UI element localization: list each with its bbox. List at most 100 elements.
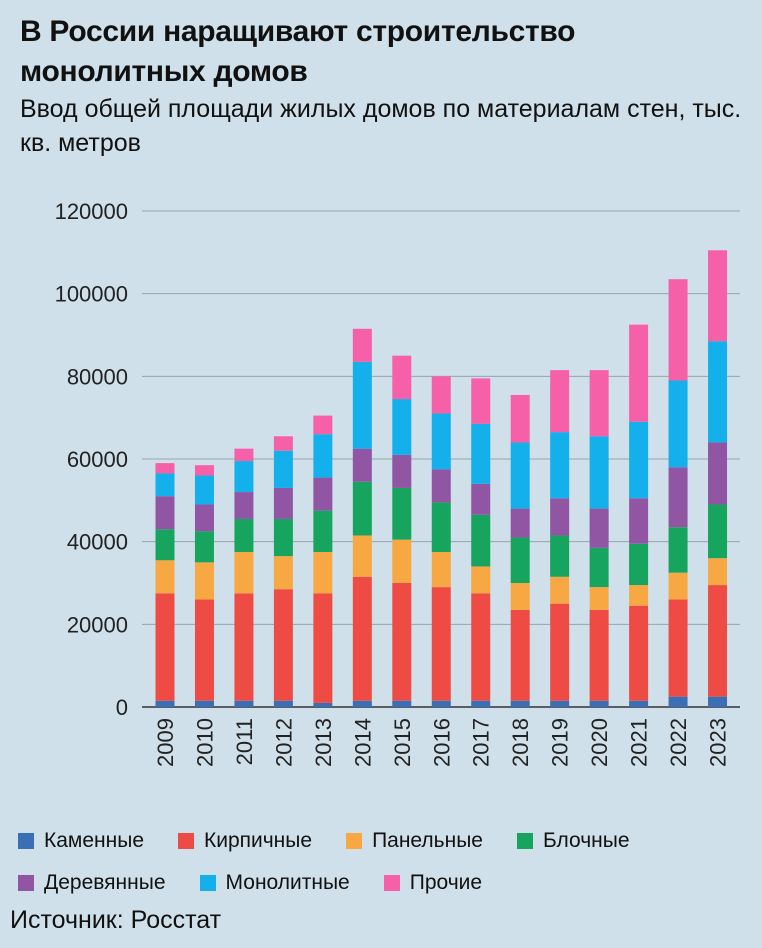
legend-label-panelnye: Панельные <box>372 829 483 852</box>
bar-2010-0 <box>194 700 214 707</box>
bar-2018-3 <box>510 537 530 583</box>
bar-2013-2 <box>313 552 333 594</box>
bar-2014-3 <box>352 481 372 536</box>
legend-item-monolitnye: Монолитные <box>199 869 350 897</box>
legend-swatch-derevyannye <box>18 875 34 891</box>
legend-item-derevyannye: Деревянные <box>18 869 166 897</box>
y-tick-label-60000: 60000 <box>67 447 128 472</box>
bar-2017-2 <box>471 566 491 594</box>
bar-2019-3 <box>550 535 570 577</box>
bar-2022-4 <box>668 467 688 528</box>
bar-2018-0 <box>510 700 530 707</box>
bar-2018-6 <box>510 394 530 443</box>
bar-2011-0 <box>234 700 254 707</box>
legend-label-blochnye: Блочные <box>542 829 630 852</box>
bar-2014-6 <box>352 328 372 362</box>
bar-2014-0 <box>352 700 372 707</box>
bar-2011-3 <box>234 518 254 552</box>
legend-row-2: Деревянные Монолитные Прочие <box>18 862 758 904</box>
bar-2020-3 <box>589 547 609 588</box>
x-tick-label-2020: 2020 <box>587 718 612 767</box>
bar-2020-0 <box>589 700 609 707</box>
bar-2017-6 <box>471 378 491 424</box>
x-tick-label-2015: 2015 <box>390 718 415 767</box>
bar-2023-1 <box>708 585 728 697</box>
x-tick-label-2019: 2019 <box>548 718 573 767</box>
bar-2015-3 <box>392 487 412 540</box>
bar-2016-4 <box>431 469 451 503</box>
bar-2013-4 <box>313 477 333 511</box>
bar-2022-5 <box>668 380 688 468</box>
bar-2011-5 <box>234 461 254 493</box>
x-tick-label-2009: 2009 <box>153 718 178 767</box>
bar-2009-5 <box>155 473 175 497</box>
bar-2017-4 <box>471 483 491 515</box>
bar-2020-5 <box>589 436 609 509</box>
bar-2014-2 <box>352 535 372 577</box>
bar-2019-4 <box>550 498 570 536</box>
y-tick-label-100000: 100000 <box>55 282 128 307</box>
x-tick-label-2014: 2014 <box>350 718 375 767</box>
bar-2012-6 <box>273 436 293 451</box>
legend: Каменные Кирпичные Панельные Блочные Дер… <box>18 820 758 904</box>
source-note: Источник: Росстат <box>10 906 222 934</box>
bar-2022-1 <box>668 599 688 697</box>
bar-2023-4 <box>708 442 728 505</box>
bar-2018-2 <box>510 583 530 610</box>
bar-2010-4 <box>194 504 214 532</box>
bar-2023-0 <box>708 696 728 707</box>
bar-2014-4 <box>352 448 372 482</box>
legend-label-kamennye: Каменные <box>44 829 144 852</box>
bar-2020-4 <box>589 508 609 548</box>
bar-2010-6 <box>194 465 214 476</box>
bar-2016-0 <box>431 700 451 707</box>
legend-item-blochnye: Блочные <box>516 827 630 855</box>
bar-2014-5 <box>352 361 372 449</box>
bar-2021-3 <box>629 543 649 586</box>
bar-2012-0 <box>273 700 293 707</box>
bar-2016-1 <box>431 587 451 701</box>
bar-2020-6 <box>589 370 609 437</box>
bar-2022-3 <box>668 527 688 573</box>
y-tick-label-20000: 20000 <box>67 612 128 637</box>
x-tick-label-2018: 2018 <box>508 718 533 767</box>
x-tick-label-2022: 2022 <box>666 718 691 767</box>
bar-2021-4 <box>629 498 649 544</box>
bar-2013-6 <box>313 415 333 435</box>
y-tick-label-80000: 80000 <box>67 364 128 389</box>
bar-2021-5 <box>629 421 649 499</box>
bar-2015-0 <box>392 700 412 707</box>
legend-swatch-blochnye <box>516 833 533 849</box>
bar-2016-2 <box>431 552 451 588</box>
bar-2022-6 <box>668 279 688 381</box>
bar-2015-6 <box>392 355 412 400</box>
legend-item-prochie: Прочие <box>383 869 482 897</box>
bar-2017-5 <box>471 423 491 484</box>
bar-2015-5 <box>392 399 412 455</box>
bar-2010-5 <box>194 475 214 505</box>
x-tick-label-2012: 2012 <box>271 718 296 767</box>
bar-2016-6 <box>431 376 451 414</box>
legend-item-panelnye: Панельные <box>346 827 483 855</box>
bar-2021-0 <box>629 700 649 707</box>
x-tick-label-2016: 2016 <box>429 718 454 767</box>
chart-title: В России наращивают строительство моноли… <box>20 15 576 88</box>
bar-2009-4 <box>155 496 175 530</box>
bar-2015-1 <box>392 583 412 701</box>
legend-swatch-panelnye <box>346 833 363 849</box>
legend-swatch-kirpichnye <box>178 833 194 849</box>
bar-2017-0 <box>471 700 491 707</box>
legend-item-kirpichnye: Кирпичные <box>178 827 312 855</box>
legend-swatch-monolitnye <box>199 875 216 891</box>
bar-2011-2 <box>234 552 254 594</box>
bar-2013-1 <box>313 593 333 703</box>
bar-2009-2 <box>155 560 175 594</box>
bar-2021-6 <box>629 324 649 422</box>
bar-2009-0 <box>155 700 175 707</box>
bar-2019-0 <box>550 700 570 707</box>
x-tick-label-2023: 2023 <box>706 718 731 767</box>
bar-2020-2 <box>589 587 609 610</box>
legend-swatch-kamennye <box>18 833 34 849</box>
bar-2021-1 <box>629 605 649 701</box>
bar-2009-1 <box>155 593 175 701</box>
